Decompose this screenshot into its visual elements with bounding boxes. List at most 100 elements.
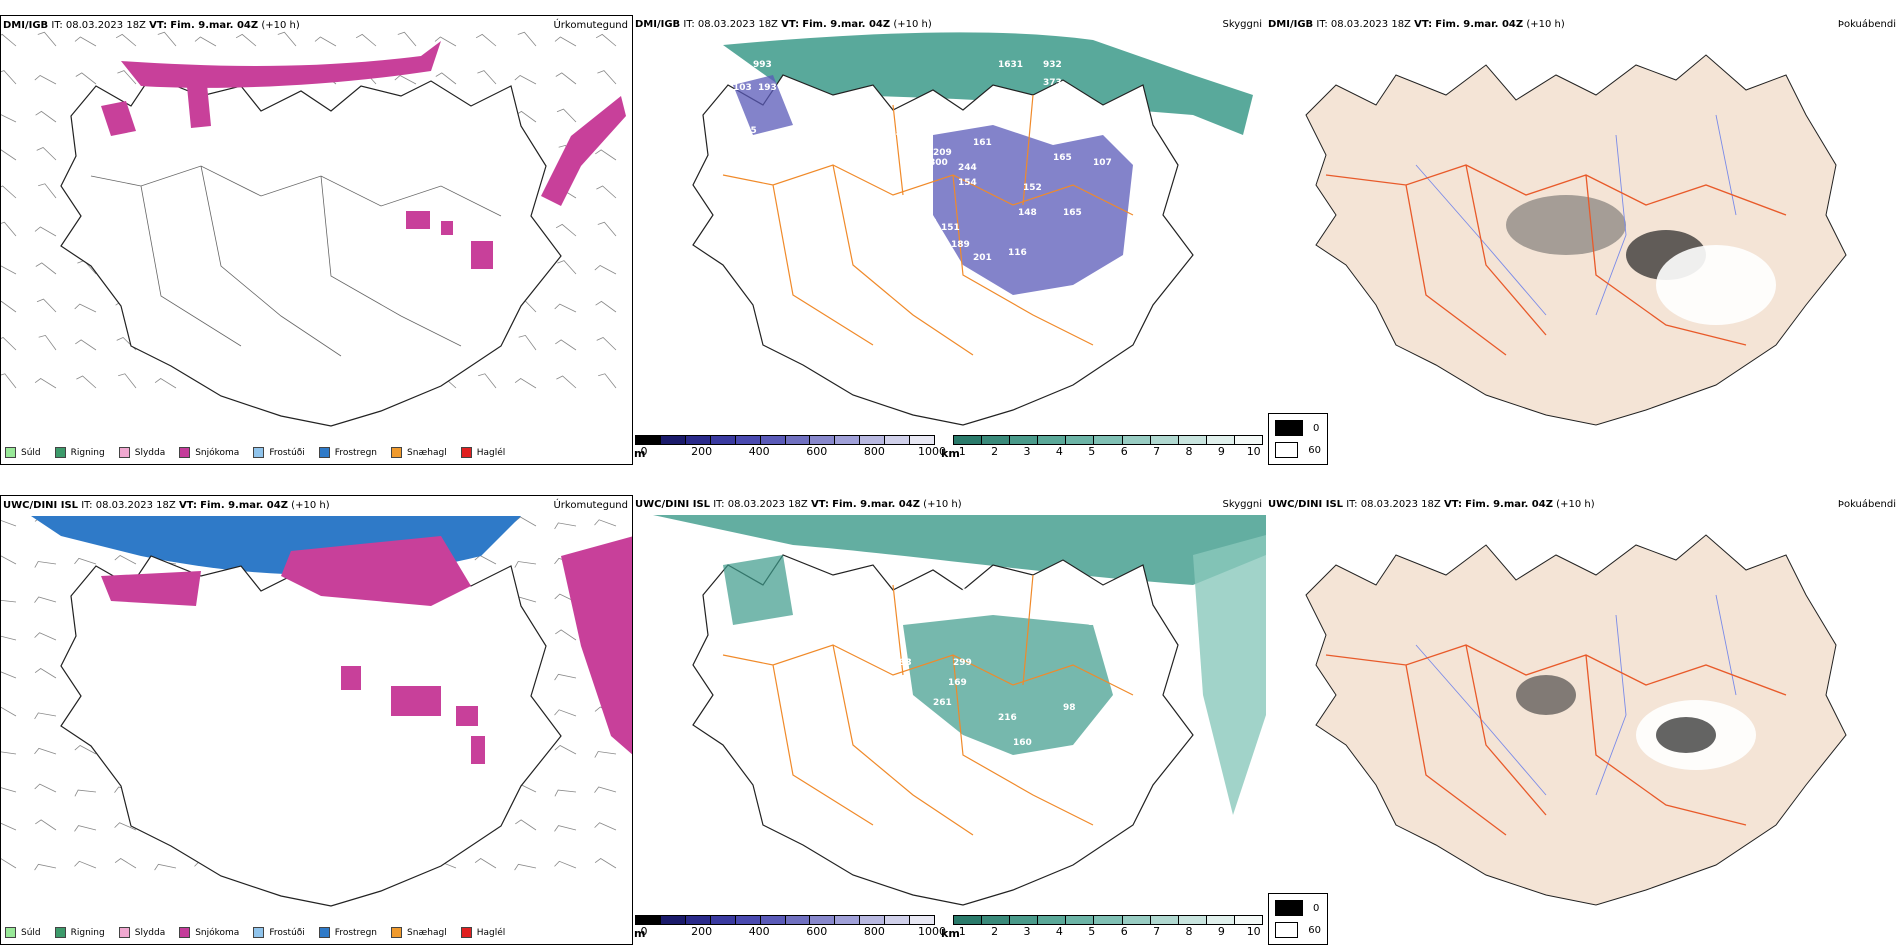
panel-title: DMI/IGB IT: 08.03.2023 18Z VT: Fim. 9.ma… — [1268, 19, 1565, 30]
fog-legend-swatch — [1275, 442, 1299, 458]
snow-spot — [471, 241, 493, 269]
wind-barb — [34, 561, 57, 568]
fog-map — [1305, 534, 1847, 906]
legend-label: Rigning — [70, 447, 105, 458]
wind-barb — [277, 31, 297, 47]
fog-legend: 0 60 — [1268, 893, 1328, 945]
wind-barb — [1, 787, 17, 793]
colorbar-segment — [660, 436, 686, 444]
wind-barb — [1, 149, 17, 161]
snow-spot — [456, 706, 478, 726]
colorbar-segment — [810, 436, 836, 444]
legend-label: Frostúði — [269, 927, 305, 938]
wind-barb — [554, 825, 577, 832]
fog-index-panel-top: DMI/IGB IT: 08.03.2023 18Z VT: Fim. 9.ma… — [1266, 15, 1900, 465]
colorbar-segment — [835, 436, 861, 444]
colorbar-tick: 2 — [991, 925, 999, 938]
colorbar-tick: 2 — [991, 445, 999, 458]
legend-item: Slydda — [118, 927, 166, 938]
wind-barb — [1, 373, 17, 389]
wind-barb — [74, 860, 97, 869]
cloud-base-label: 208 — [918, 218, 937, 228]
cloud-teal-band — [1193, 535, 1266, 815]
legend-label: Slydda — [134, 447, 166, 458]
wind-barb — [1, 300, 17, 313]
colorbar-segment — [1150, 916, 1179, 924]
iceland-land — [1305, 534, 1847, 906]
cloud-base-label: 169 — [948, 678, 967, 688]
cloud-base-label: 165 — [1063, 208, 1082, 218]
snow-spot — [341, 666, 361, 690]
colorbar-segment — [954, 436, 983, 444]
wind-barb — [514, 561, 537, 568]
colorbar-segment — [1150, 436, 1179, 444]
cloud-base-label: 315 — [738, 126, 757, 136]
panel-title: UWC/DINI ISL IT: 08.03.2023 18Z VT: Fim.… — [3, 500, 330, 511]
cloud-teal-area — [903, 615, 1113, 755]
wind-barb — [435, 72, 457, 85]
precip-map — [1, 31, 626, 427]
colorbar-segment — [910, 916, 935, 924]
wind-barb — [1, 114, 17, 123]
wind-barb — [114, 555, 137, 565]
wind-barb — [74, 789, 97, 797]
panel-type-label: Úrkomutegund — [553, 500, 628, 511]
legend-swatch — [179, 447, 191, 458]
colorbar-tick: 600 — [806, 925, 828, 938]
panel-type-label: Skyggni — [1222, 19, 1262, 30]
wind-barb — [518, 334, 537, 351]
cloud-base-label: 125 — [883, 128, 902, 138]
road-network — [722, 574, 1134, 836]
colorbar-segment — [1206, 436, 1235, 444]
colorbar-segment — [982, 436, 1011, 444]
colorbar-segment — [685, 916, 711, 924]
cloud-base-label: 413 — [1033, 128, 1052, 138]
colorbar-tick: 3 — [1023, 925, 1031, 938]
wind-barb — [76, 375, 97, 389]
cloud-blue-area — [933, 125, 1133, 295]
snow-spot — [406, 211, 430, 229]
colorbar-segment — [1178, 916, 1207, 924]
wind-barb — [597, 70, 617, 85]
fog-legend-swatch — [1275, 420, 1303, 436]
wind-barb — [117, 70, 137, 85]
wind-barb — [157, 31, 177, 47]
wind-barb — [478, 373, 497, 389]
colorbar-tick: 1 — [958, 925, 966, 938]
legend-label: Slydda — [134, 927, 166, 938]
cloud-base-label: 43 — [1073, 118, 1086, 128]
precip-type-panel-top: DMI/IGB IT: 08.03.2023 18Z VT: Fim. 9.ma… — [0, 15, 633, 465]
snow-area-east — [561, 536, 632, 755]
colorbar-tick: 4 — [1055, 445, 1063, 458]
fog-legend-value: 0 — [1313, 422, 1320, 434]
wind-barb — [554, 522, 577, 530]
wind-barb — [594, 822, 617, 831]
cloud-base-label: 261 — [933, 698, 952, 708]
wind-barb — [1, 555, 17, 565]
colorbar-cloud-base: 0 200 400 600 800 1000 — [635, 915, 946, 938]
fog-legend-value: 0 — [1313, 902, 1320, 914]
colorbar-segment — [835, 916, 861, 924]
colorbar-tick: 10 — [1246, 445, 1261, 458]
wind-barb — [475, 33, 497, 47]
wind-barb — [1, 337, 17, 351]
wind-barb — [34, 668, 57, 679]
colorbar-tick: 600 — [806, 445, 828, 458]
wind-barb — [554, 36, 577, 47]
legend-swatch — [118, 447, 130, 458]
legend-item: Súld — [5, 927, 41, 938]
legend-swatch — [391, 447, 403, 458]
legend-label: Snæhagl — [407, 447, 447, 458]
wind-barb — [1, 185, 17, 199]
legend-swatch — [118, 927, 130, 938]
wind-barb — [314, 36, 337, 47]
colorbar-tick: 400 — [748, 925, 770, 938]
visibility-unit: km — [941, 447, 960, 460]
roads — [1325, 164, 1787, 356]
legend-swatch — [391, 927, 403, 938]
legend-item: Snjókoma — [179, 927, 239, 938]
wind-barb — [74, 36, 97, 47]
legend-item: Snæhagl — [391, 447, 447, 458]
colorbar-segment — [1206, 916, 1235, 924]
wind-barb — [554, 709, 577, 717]
